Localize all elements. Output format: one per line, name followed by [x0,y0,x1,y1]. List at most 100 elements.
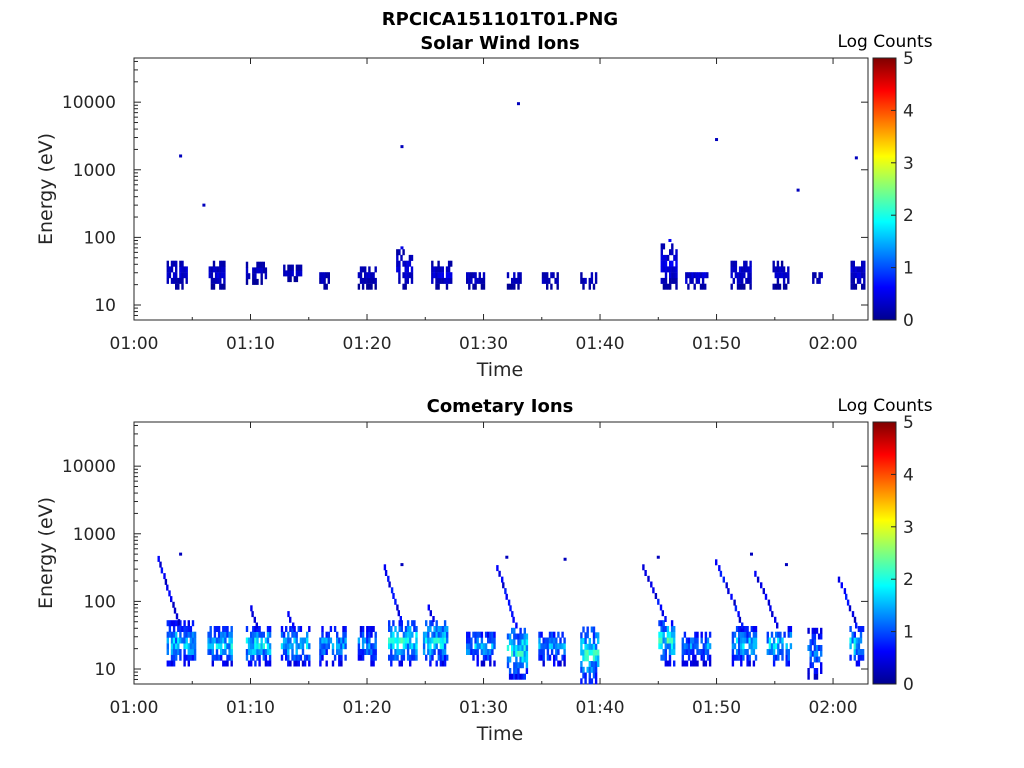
heatmap-cell [437,277,440,284]
heatmap-cell [738,649,741,655]
heatmap-cell [664,266,668,273]
heatmap-cell [435,643,438,650]
heatmap-cell [708,654,712,661]
heatmap-cell [293,631,296,638]
heatmap-cell [177,277,180,284]
heatmap-cell [857,654,861,661]
heatmap-cell [210,277,214,284]
heatmap-cell [546,649,550,655]
heatmap-cell [301,643,305,650]
heatmap-cell [224,643,227,650]
heatmap-cell [372,272,375,279]
heatmap-cell [245,626,249,632]
heatmap-cell [691,272,694,279]
heatmap-cell [480,277,484,284]
heatmap-cell [743,272,746,279]
heatmap-cell [513,662,516,669]
heatmap-cell [287,276,290,283]
heatmap-cell [364,272,367,279]
heatmap-cell [287,660,290,667]
heatmap-cell [704,272,707,279]
heatmap-cell [185,643,188,650]
heatmap-cell [289,264,292,271]
heatmap-cell [506,272,510,279]
heatmap-cell [553,631,556,638]
heatmap-cell [740,637,743,644]
colorbar-tick-label: 0 [903,675,914,695]
heatmap-cell [666,660,670,667]
heatmap-cell [597,655,600,662]
heatmap-cell [398,660,401,667]
heatmap-cell [327,643,330,650]
heatmap-cell [776,277,780,284]
heatmap-cell [394,649,397,655]
heatmap-cell [260,267,263,274]
heatmap-cell [384,570,388,576]
heatmap-cell [687,649,691,655]
heatmap-cell [746,626,749,632]
heatmap-cell [185,631,188,638]
heatmap-cell [297,626,300,632]
heatmap-cell [517,277,520,284]
heatmap-cell [214,266,218,273]
heatmap-cell [745,277,748,284]
heatmap-cell [594,666,598,673]
heatmap-cell [301,637,305,644]
heatmap-cell [785,272,788,279]
heatmap-cell [443,637,447,644]
heatmap-cell [396,254,399,261]
heatmap-cell [226,626,229,632]
heatmap-cell [525,668,529,674]
heatmap-cell [441,266,444,273]
heatmap-cell [256,278,259,285]
heatmap-cell [450,277,453,284]
heatmap-cell [319,272,322,279]
heatmap-cell [695,277,698,284]
heatmap-cell [219,283,222,290]
heatmap-cell [694,631,697,638]
heatmap-cell [437,637,440,644]
heatmap-cell [254,643,257,650]
heatmap-cell [550,631,554,638]
heatmap-cell [220,643,223,650]
heatmap-cell [364,266,367,273]
heatmap-cell [175,272,178,279]
heatmap-cell [431,272,434,279]
heatmap-cell [670,626,674,632]
colorbar-tick-label: 2 [903,570,914,590]
heatmap-cell [732,277,735,284]
heatmap-cell [262,261,265,268]
heatmap-cell [325,631,328,638]
heatmap-cell [582,666,585,673]
heatmap-cell [394,626,397,632]
heatmap-cell [741,272,744,279]
heatmap-cell [390,649,393,655]
heatmap-cell [406,631,410,638]
heatmap-cell [776,622,779,629]
heatmap-cell [250,654,253,661]
x-axis-label: Time [476,723,524,745]
heatmap-cell [157,555,160,562]
heatmap-cell [226,654,229,661]
heatmap-cell [774,272,777,279]
heatmap-cell [858,266,862,273]
heatmap-cell [390,587,394,594]
heatmap-cell [768,637,772,644]
y-tick-label: 1000 [73,161,116,181]
heatmap-cell [168,626,172,632]
heatmap-cell [402,649,406,655]
heatmap-cell [254,278,257,285]
heatmap-cell [287,631,290,638]
heatmap-cell [280,626,284,632]
heatmap-cell [694,643,697,650]
heatmap-cell [361,649,365,655]
heatmap-cell [813,645,817,651]
heatmap-cell [592,638,596,644]
heatmap-cell [863,272,866,279]
heatmap-cell [410,266,414,273]
heatmap-cell [563,643,566,650]
colorbar-tick-label: 3 [903,154,914,174]
heatmap-cell [660,266,663,273]
heatmap-cell [425,620,428,627]
heatmap-cell [366,643,369,650]
